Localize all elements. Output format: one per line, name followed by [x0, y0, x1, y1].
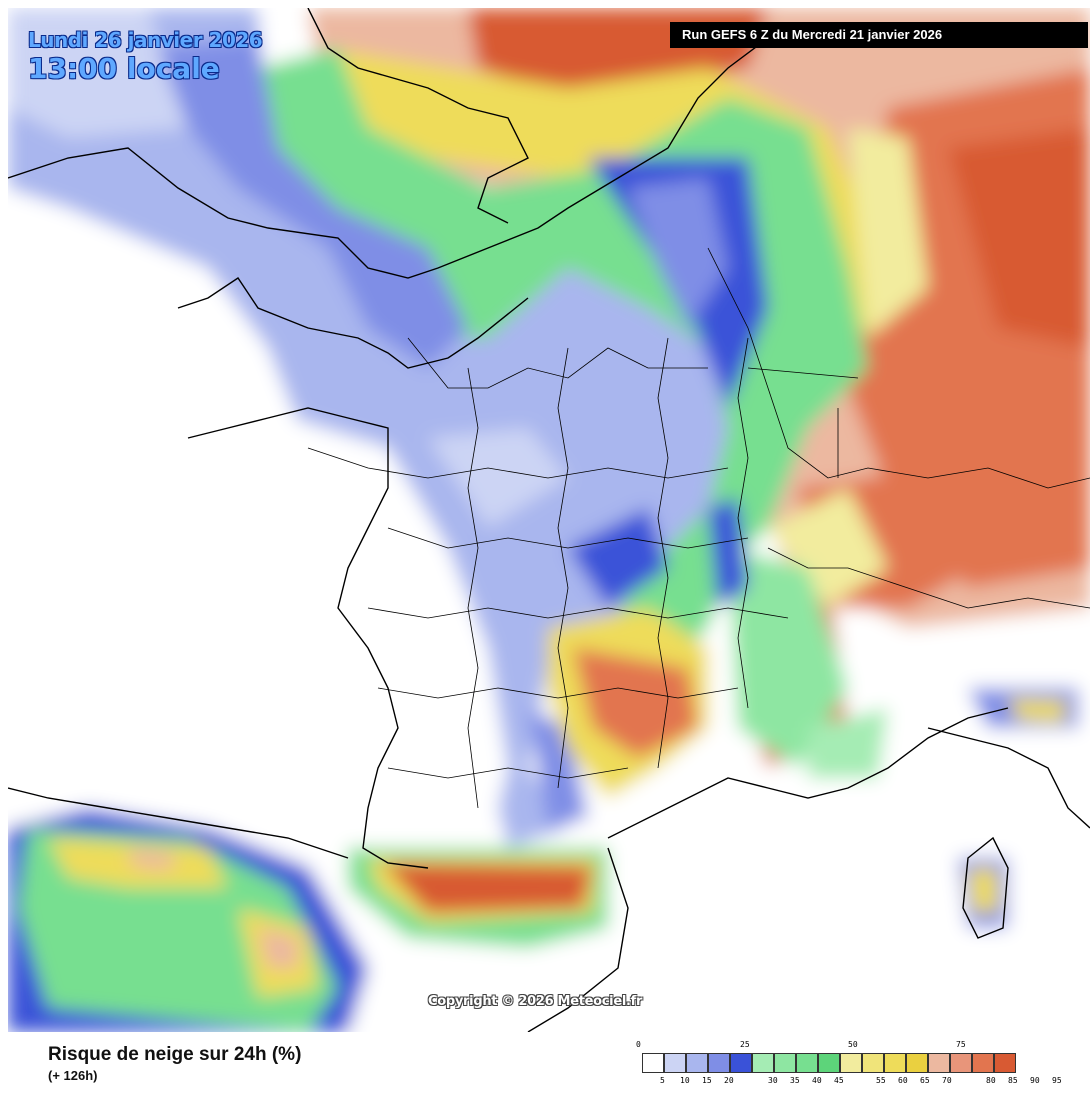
legend-bottom-label: 90: [1030, 1076, 1040, 1085]
snow-risk-field: [8, 8, 1090, 1032]
legend-swatch: [840, 1053, 862, 1073]
legend-swatch: [642, 1053, 664, 1073]
forecast-time: 13:00 locale: [28, 52, 220, 85]
legend-swatch: [818, 1053, 840, 1073]
legend-bottom-label: 85: [1008, 1076, 1018, 1085]
legend-bottom-label: 95: [1052, 1076, 1062, 1085]
legend-swatch: [906, 1053, 928, 1073]
legend-bottom-label: 10: [680, 1076, 690, 1085]
legend-swatch: [972, 1053, 994, 1073]
run-info-banner: Run GEFS 6 Z du Mercredi 21 janvier 2026: [670, 22, 1088, 48]
legend-swatch: [994, 1053, 1016, 1073]
legend-bottom-label: 60: [898, 1076, 908, 1085]
legend-bottom-label: 70: [942, 1076, 952, 1085]
legend-swatch: [862, 1053, 884, 1073]
legend-top-label: 0: [636, 1040, 641, 1049]
coastline: [8, 8, 1090, 1032]
legend-bottom-label: 55: [876, 1076, 886, 1085]
legend-top-label: 25: [740, 1040, 750, 1049]
legend-swatch: [884, 1053, 906, 1073]
forecast-lead-time: (+ 126h): [48, 1068, 98, 1083]
forecast-date: Lundi 26 janvier 2026: [28, 28, 263, 52]
legend-bottom-label: 5: [660, 1076, 665, 1085]
snow-risk-map: [8, 8, 1090, 1032]
legend-top-label: 75: [956, 1040, 966, 1049]
legend-top-label: 50: [848, 1040, 858, 1049]
legend-swatch: [950, 1053, 972, 1073]
legend-swatch: [708, 1053, 730, 1073]
legend-bottom-label: 15: [702, 1076, 712, 1085]
legend-swatch: [686, 1053, 708, 1073]
map-title: Risque de neige sur 24h (%): [48, 1044, 302, 1065]
legend-swatch: [796, 1053, 818, 1073]
legend-bottom-label: 35: [790, 1076, 800, 1085]
color-scale-legend: 0 25 50 75 5 10 15 20 30 35 40 45 55 60 …: [636, 1038, 1076, 1088]
legend-bottom-label: 65: [920, 1076, 930, 1085]
legend-swatch: [928, 1053, 950, 1073]
legend-bottom-label: 80: [986, 1076, 996, 1085]
copyright-label: Copyright © 2026 Meteociel.fr: [428, 994, 643, 1009]
legend-swatch: [730, 1053, 752, 1073]
legend-swatch: [752, 1053, 774, 1073]
legend-swatch: [774, 1053, 796, 1073]
region-borders: [307, 247, 1090, 809]
legend-bottom-label: 20: [724, 1076, 734, 1085]
legend-swatch: [664, 1053, 686, 1073]
legend-bottom-label: 40: [812, 1076, 822, 1085]
legend-bottom-label: 45: [834, 1076, 844, 1085]
legend-bottom-label: 30: [768, 1076, 778, 1085]
